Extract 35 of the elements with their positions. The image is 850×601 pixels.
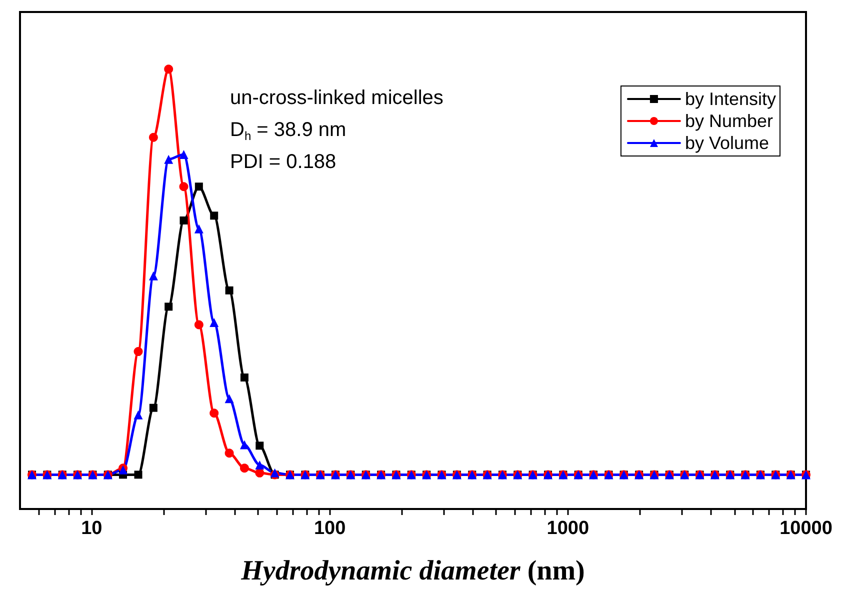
point (164, 64, 174, 74)
point (224, 394, 234, 404)
point (225, 286, 234, 294)
x-axis-title: Hydrodynamic diameter (nm) (240, 556, 585, 586)
x-tick-label: 1000 (546, 518, 590, 539)
point (224, 448, 234, 458)
point (134, 347, 143, 356)
point (210, 212, 218, 220)
point (210, 408, 219, 418)
point (134, 470, 142, 479)
point (164, 154, 174, 164)
legend-label: by Volume (684, 133, 770, 153)
x-tick-label: 100 (314, 518, 346, 539)
point (256, 442, 264, 450)
point (148, 132, 158, 142)
x-tick-label: 10 (81, 518, 102, 539)
point (194, 224, 204, 234)
legend-label: by Intensity (684, 89, 776, 109)
point (240, 373, 248, 382)
point (255, 460, 264, 470)
annotation: un-cross-linked micelles (230, 87, 444, 109)
point (180, 216, 188, 224)
point (194, 320, 204, 330)
point (148, 271, 158, 280)
point (149, 404, 158, 412)
point (164, 302, 173, 311)
annotation: PDI = 0.188 (230, 151, 336, 173)
point (179, 150, 188, 160)
x-tick-label: 10000 (780, 518, 832, 539)
point (134, 410, 143, 420)
point (179, 182, 188, 192)
point (194, 182, 203, 191)
point (240, 464, 249, 473)
point (210, 318, 219, 328)
legend-label: by Number (684, 111, 773, 131)
